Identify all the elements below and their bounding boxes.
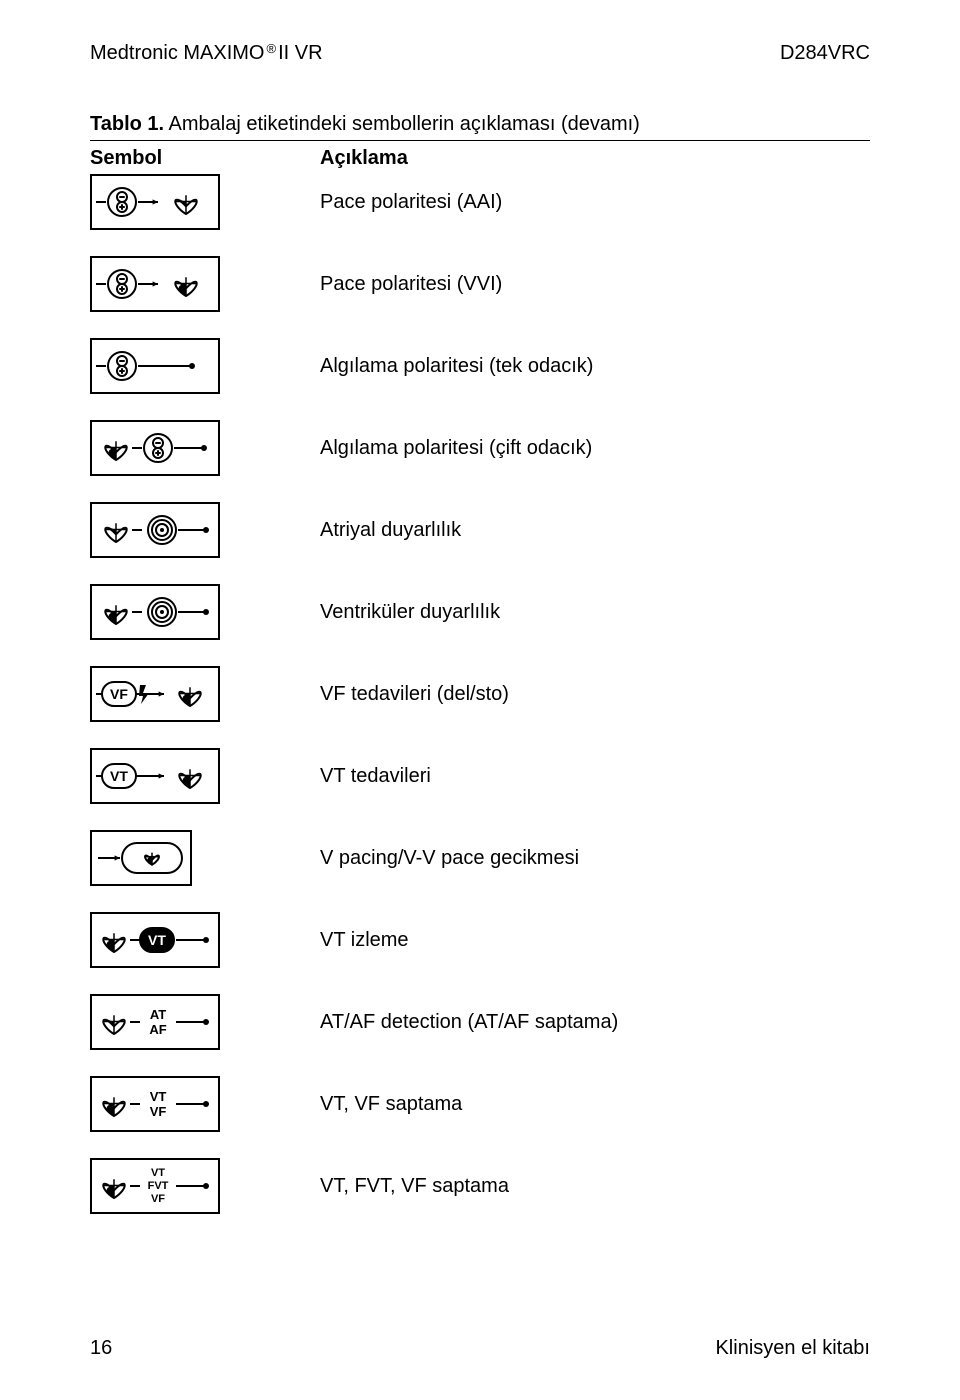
table-body: Pace polaritesi (AAI) Pace polaritesi (V… [90,174,870,1214]
table-header-row: Sembol Açıklama [90,147,870,170]
brand-text: Medtronic MAXIMO [90,42,264,65]
pace_vvi-icon [90,256,220,312]
vt_mon-icon: VT [90,912,220,968]
symbol-cell [90,174,320,230]
header-code: D284VRC [780,42,870,65]
symbol-description: VT izleme [320,929,870,952]
vf_ther-icon: VF [90,666,220,722]
page: Medtronic MAXIMO ® II VR D284VRC Tablo 1… [0,0,960,1400]
registered-mark: ® [266,41,276,56]
vpacing-icon [90,830,192,886]
atrial_sens-icon [90,502,220,558]
symbol-cell [90,338,320,394]
vt_ther-icon: VT [90,748,220,804]
table-caption-rest: Ambalaj etiketindeki sembollerin açıklam… [164,113,640,135]
table-row: Algılama polaritesi (çift odacık) [90,420,870,476]
table-rule [90,140,870,141]
svg-text:FVT: FVT [148,1180,169,1192]
table-row: ATAF AT/AF detection (AT/AF saptama) [90,994,870,1050]
symbol-description: Pace polaritesi (AAI) [320,191,870,214]
svg-text:VT: VT [110,768,128,784]
symbol-cell: VT [90,912,320,968]
symbol-description: Pace polaritesi (VVI) [320,273,870,296]
svg-text:AT: AT [150,1007,166,1022]
model-suffix: II VR [278,42,322,65]
vtvf-icon: VTVF [90,1076,220,1132]
svg-text:AF: AF [149,1022,166,1037]
table-row: Algılama polaritesi (tek odacık) [90,338,870,394]
symbol-description: VT, VF saptama [320,1093,870,1116]
symbol-description: AT/AF detection (AT/AF saptama) [320,1011,870,1034]
pace_aai-icon [90,174,220,230]
footer-title: Klinisyen el kitabı [715,1337,870,1360]
col-header-desc: Açıklama [320,147,870,170]
doc-header: Medtronic MAXIMO ® II VR D284VRC [90,42,870,65]
ataf-icon: ATAF [90,994,220,1050]
svg-text:VT: VT [148,932,166,948]
symbol-description: VT, FVT, VF saptama [320,1175,870,1198]
doc-footer: 16 Klinisyen el kitabı [90,1337,870,1360]
table-caption-bold: Tablo 1. [90,113,164,135]
table-row: VT VT izleme [90,912,870,968]
symbol-cell [90,420,320,476]
svg-text:VT: VT [151,1167,165,1179]
symbol-cell [90,502,320,558]
symbol-description: VF tedavileri (del/sto) [320,683,870,706]
symbol-description: VT tedavileri [320,765,870,788]
table-caption: Tablo 1. Ambalaj etiketindeki sembolleri… [90,113,870,136]
sense_dual-icon [90,420,220,476]
header-left: Medtronic MAXIMO ® II VR [90,42,323,65]
sense_single-icon [90,338,220,394]
symbol-cell [90,830,320,886]
vent_sens-icon [90,584,220,640]
table-row: Atriyal duyarlılık [90,502,870,558]
symbol-description: Atriyal duyarlılık [320,519,870,542]
symbol-cell [90,256,320,312]
table-row: Ventriküler duyarlılık [90,584,870,640]
table-row: Pace polaritesi (VVI) [90,256,870,312]
table-row: VT VT tedavileri [90,748,870,804]
svg-text:VT: VT [150,1089,167,1104]
symbol-cell: VT [90,748,320,804]
svg-text:VF: VF [150,1104,167,1119]
table-row: V pacing/V-V pace gecikmesi [90,830,870,886]
symbol-cell [90,584,320,640]
col-header-symbol: Sembol [90,147,320,170]
table-row: VF VF tedavileri (del/sto) [90,666,870,722]
symbol-description: Algılama polaritesi (çift odacık) [320,437,870,460]
symbol-description: Algılama polaritesi (tek odacık) [320,355,870,378]
svg-text:VF: VF [151,1193,165,1205]
vtfvtvf-icon: VTFVTVF [90,1158,220,1214]
symbol-description: Ventriküler duyarlılık [320,601,870,624]
table-row: VTFVTVF VT, FVT, VF saptama [90,1158,870,1214]
symbol-description: V pacing/V-V pace gecikmesi [320,847,870,870]
symbol-cell: VTVF [90,1076,320,1132]
symbol-cell: ATAF [90,994,320,1050]
symbol-cell: VTFVTVF [90,1158,320,1214]
table-row: Pace polaritesi (AAI) [90,174,870,230]
page-number: 16 [90,1337,112,1360]
table-row: VTVF VT, VF saptama [90,1076,870,1132]
svg-text:VF: VF [110,686,128,702]
symbol-cell: VF [90,666,320,722]
